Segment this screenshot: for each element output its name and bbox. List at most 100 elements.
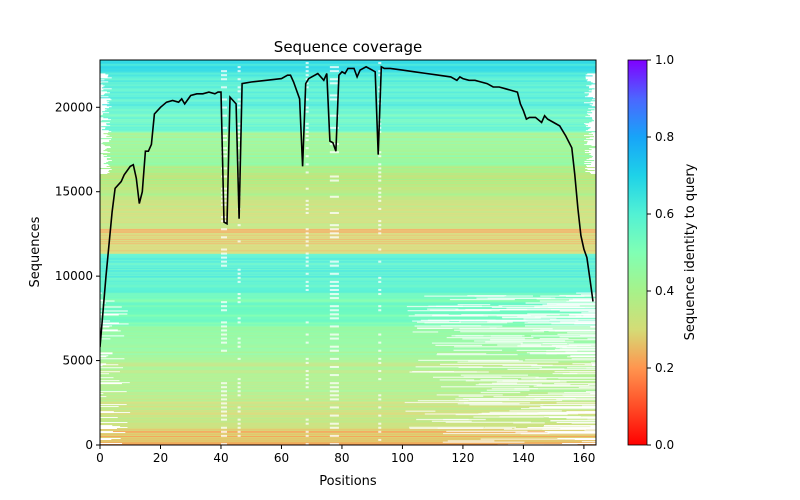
coverage-gap-streak <box>439 379 475 381</box>
gap-mark <box>305 82 309 85</box>
heatmap-row <box>100 327 596 329</box>
heatmap-row <box>107 151 590 153</box>
coverage-gap-streak <box>449 298 515 301</box>
gap-mark <box>237 224 241 227</box>
heatmap-row <box>127 427 528 429</box>
heatmap-row <box>101 143 587 145</box>
gap-mark <box>378 370 382 373</box>
heatmap-row <box>100 276 596 278</box>
heatmap-row <box>108 107 596 109</box>
gap-mark <box>305 252 309 255</box>
heatmap-row <box>100 215 596 217</box>
coverage-gap-streak <box>469 399 541 401</box>
heatmap-row <box>100 269 596 271</box>
heatmap-row <box>100 209 596 211</box>
heatmap-row <box>100 272 596 274</box>
coverage-gap-streak <box>503 428 586 430</box>
coverage-gap-streak <box>515 431 563 433</box>
heatmap-row <box>109 135 585 137</box>
gap-mark <box>305 333 309 336</box>
heatmap-row <box>100 115 591 117</box>
gap-mark <box>237 280 241 283</box>
coverage-gap-streak <box>523 318 557 320</box>
coverage-gap-streak <box>453 349 503 351</box>
gap-mark <box>329 305 339 308</box>
heatmap-row <box>111 99 592 101</box>
gap-mark <box>378 224 382 227</box>
coverage-gap-streak <box>537 412 596 414</box>
heatmap-row <box>100 259 596 261</box>
heatmap-row <box>100 204 596 206</box>
gap-mark <box>305 341 309 344</box>
gap-mark <box>305 370 309 373</box>
heatmap-row <box>100 285 596 287</box>
coverage-gap-streak <box>547 303 596 305</box>
heatmap-row <box>100 315 596 317</box>
coverage-gap-streak <box>443 432 550 435</box>
heatmap-row <box>101 126 586 128</box>
heatmap-row <box>100 192 596 194</box>
gap-mark <box>220 382 228 385</box>
coverage-gap-streak <box>475 384 571 386</box>
heatmap-row <box>108 118 593 120</box>
heatmap-row <box>100 60 596 62</box>
gap-mark <box>220 114 228 117</box>
heatmap-row <box>100 346 596 348</box>
gap-mark <box>220 252 228 255</box>
gap-mark <box>378 293 382 296</box>
heatmap-row <box>111 160 595 162</box>
heatmap-row <box>104 110 592 112</box>
gap-mark <box>305 130 309 133</box>
gap-mark <box>220 414 228 417</box>
heatmap-row <box>100 228 596 230</box>
gap-mark <box>220 305 228 308</box>
gap-mark <box>237 341 241 344</box>
heatmap-row <box>106 159 587 161</box>
gap-mark <box>305 361 309 364</box>
heatmap-row <box>100 296 596 298</box>
heatmap-row <box>100 252 596 254</box>
heatmap-row <box>100 178 596 180</box>
gap-mark <box>220 430 228 433</box>
heatmap-row <box>105 73 588 75</box>
heatmap-row <box>100 198 596 200</box>
coverage-gap-streak <box>459 399 563 402</box>
heatmap-row <box>106 162 592 164</box>
heatmap-row <box>100 340 596 342</box>
gap-mark <box>237 106 241 109</box>
coverage-gap-streak <box>578 386 596 389</box>
heatmap-row <box>111 131 596 133</box>
heatmap-row <box>103 86 590 88</box>
gap-mark <box>237 90 241 93</box>
heatmap-row <box>100 248 596 250</box>
heatmap-row <box>107 102 584 104</box>
heatmap-row <box>106 105 592 107</box>
gap-mark <box>378 406 382 409</box>
heatmap-row <box>100 311 596 313</box>
heatmap-row <box>100 183 596 185</box>
gap-mark <box>305 284 309 287</box>
heatmap-row <box>100 249 596 251</box>
heatmap-row <box>107 134 593 136</box>
heatmap-row <box>127 422 557 424</box>
gap-mark <box>378 309 382 312</box>
gap-mark <box>220 386 228 389</box>
gap-mark <box>329 374 339 377</box>
heatmap-row <box>125 432 548 434</box>
gap-mark <box>305 418 309 421</box>
chart-title: Sequence coverage <box>274 38 422 56</box>
coverage-gap-streak <box>496 381 567 383</box>
gap-mark <box>329 325 339 328</box>
heatmap-row <box>100 437 596 439</box>
heatmap-row <box>104 79 588 81</box>
heatmap-row <box>118 364 593 366</box>
gap-mark <box>220 434 228 437</box>
heatmap-row <box>100 403 596 405</box>
heatmap-row <box>111 88 595 90</box>
coverage-gap-streak <box>436 354 518 356</box>
colorbar-tick-label: 0.6 <box>655 207 674 221</box>
coverage-gap-streak <box>581 440 596 443</box>
coverage-gap-streak <box>586 367 596 369</box>
heatmap-row <box>100 78 586 80</box>
gap-mark <box>305 147 309 150</box>
